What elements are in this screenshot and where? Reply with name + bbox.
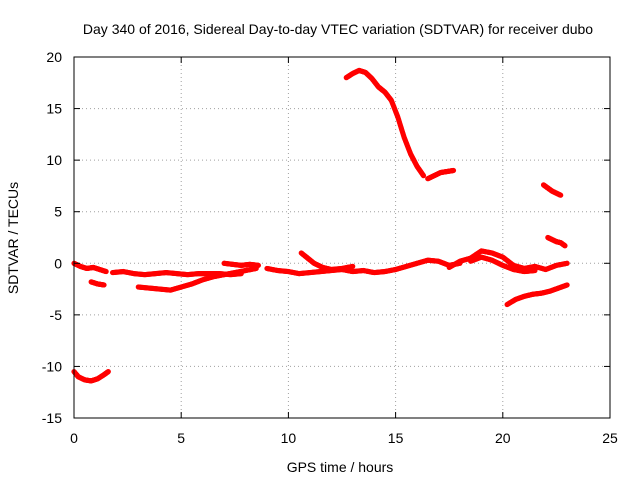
series-arc-evening-low <box>504 282 570 308</box>
data-point <box>558 192 564 198</box>
y-tick-label: -5 <box>50 307 63 323</box>
y-tick-label: -15 <box>42 410 62 426</box>
series-arc-rising-bump <box>298 250 356 273</box>
data-point <box>562 243 568 249</box>
data-layer <box>71 67 570 384</box>
y-axis-label: SDTVAR / TECUs <box>5 182 21 294</box>
y-tick-label: -10 <box>42 358 62 374</box>
x-tick-label: 5 <box>177 430 185 446</box>
series-arc-afternoon-secondary <box>468 254 538 275</box>
series-arc-dip-start <box>88 279 107 288</box>
series-arc-evening-mid <box>545 234 568 249</box>
y-tick-label: 15 <box>46 101 62 117</box>
x-tick-label: 20 <box>495 430 511 446</box>
data-point <box>450 167 457 174</box>
series-arc-evening-high <box>540 182 564 198</box>
x-tick-label: 25 <box>602 430 618 446</box>
data-point <box>101 282 107 288</box>
series-arc-high-tail <box>425 167 457 182</box>
y-tick-label: 20 <box>46 49 62 65</box>
series-arc-midday <box>264 257 463 277</box>
series-arc-mid-morning <box>221 260 261 268</box>
data-point <box>564 282 570 288</box>
axis-layer: 0 5 10 15 20 25 -15 -10 -5 0 5 10 15 20 <box>42 49 618 446</box>
x-axis-label: GPS time / hours <box>287 459 394 475</box>
series-arc-high-peak <box>343 67 427 179</box>
grid-layer <box>74 57 610 418</box>
series-arc-low-start <box>71 368 111 384</box>
x-tick-label: 15 <box>388 430 404 446</box>
data-point <box>350 263 356 269</box>
series-arc-dip-morning <box>135 265 259 293</box>
chart-title: Day 340 of 2016, Sidereal Day-to-day VTE… <box>83 21 593 37</box>
y-tick-label: 10 <box>46 152 62 168</box>
y-tick-label: 0 <box>54 255 62 271</box>
data-point <box>255 262 261 268</box>
data-point <box>420 173 427 179</box>
x-tick-label: 10 <box>281 430 297 446</box>
data-point <box>564 260 570 266</box>
y-tick-label: 5 <box>54 204 62 220</box>
series-arc-near-zero-start <box>71 260 109 275</box>
data-point <box>103 268 109 275</box>
plot-frame <box>73 56 611 419</box>
x-tick-label: 0 <box>70 430 78 446</box>
data-point <box>532 267 538 274</box>
data-point <box>105 368 111 375</box>
